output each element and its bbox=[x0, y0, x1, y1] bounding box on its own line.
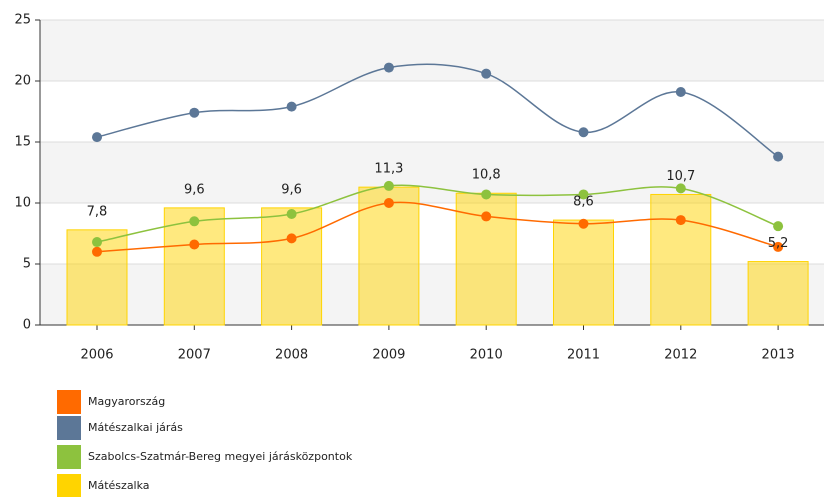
data-label: 9,6 bbox=[184, 182, 205, 197]
legend-swatch bbox=[57, 445, 81, 469]
y-tick-label: 25 bbox=[14, 13, 31, 28]
legend-label: Szabolcs-Szatmár-Bereg megyei járásközpo… bbox=[88, 450, 353, 463]
bar bbox=[553, 219, 614, 326]
x-tick-label: 2011 bbox=[567, 348, 600, 363]
data-label: 8,6 bbox=[573, 195, 594, 210]
point bbox=[481, 189, 492, 200]
point bbox=[675, 215, 686, 226]
grid-band bbox=[40, 20, 824, 81]
point bbox=[92, 237, 102, 248]
point bbox=[189, 239, 200, 250]
point bbox=[773, 151, 784, 162]
data-label: 11,3 bbox=[374, 162, 403, 177]
legend-swatch bbox=[57, 390, 81, 414]
point bbox=[383, 180, 394, 191]
bar bbox=[650, 193, 712, 326]
point bbox=[286, 208, 297, 219]
x-tick-label: 2008 bbox=[275, 348, 308, 363]
y-tick-label: 5 bbox=[23, 257, 31, 272]
point bbox=[189, 107, 200, 118]
data-label: 5,2 bbox=[768, 236, 789, 251]
point bbox=[286, 233, 297, 244]
x-tick-label: 2012 bbox=[664, 348, 697, 363]
point bbox=[189, 216, 200, 227]
bar bbox=[261, 207, 323, 326]
point bbox=[773, 221, 784, 232]
data-label: 7,8 bbox=[87, 204, 108, 219]
point bbox=[578, 127, 589, 138]
point bbox=[675, 183, 686, 194]
grid-band bbox=[40, 142, 824, 203]
data-label: 10,7 bbox=[666, 169, 695, 184]
bar bbox=[163, 207, 225, 326]
legend-label: Mátészalka bbox=[88, 479, 150, 492]
legend-label: Mátészalkai járás bbox=[88, 421, 183, 434]
y-tick-label: 20 bbox=[14, 74, 31, 89]
point bbox=[578, 218, 589, 229]
point bbox=[383, 62, 394, 73]
point bbox=[286, 101, 297, 112]
point bbox=[92, 246, 102, 257]
y-tick-label: 15 bbox=[14, 135, 31, 150]
x-tick-label: 2010 bbox=[470, 348, 503, 363]
x-tick-label: 2013 bbox=[762, 348, 795, 363]
legend-swatch bbox=[57, 474, 81, 498]
bar bbox=[747, 261, 809, 326]
point bbox=[481, 211, 492, 222]
point bbox=[383, 198, 394, 208]
point bbox=[481, 68, 492, 79]
point bbox=[578, 189, 589, 200]
legend-swatch bbox=[57, 416, 81, 440]
x-tick-label: 2009 bbox=[372, 348, 405, 363]
data-label: 9,6 bbox=[281, 182, 302, 197]
point bbox=[675, 86, 686, 97]
x-tick-label: 2007 bbox=[178, 348, 211, 363]
x-tick-label: 2006 bbox=[80, 348, 113, 363]
point bbox=[92, 132, 102, 143]
y-tick-label: 10 bbox=[14, 196, 31, 211]
point bbox=[773, 241, 784, 252]
bar bbox=[358, 186, 420, 326]
y-tick-label: 0 bbox=[23, 318, 31, 333]
legend-label: Magyarország bbox=[88, 395, 165, 408]
data-label: 10,8 bbox=[472, 168, 501, 183]
